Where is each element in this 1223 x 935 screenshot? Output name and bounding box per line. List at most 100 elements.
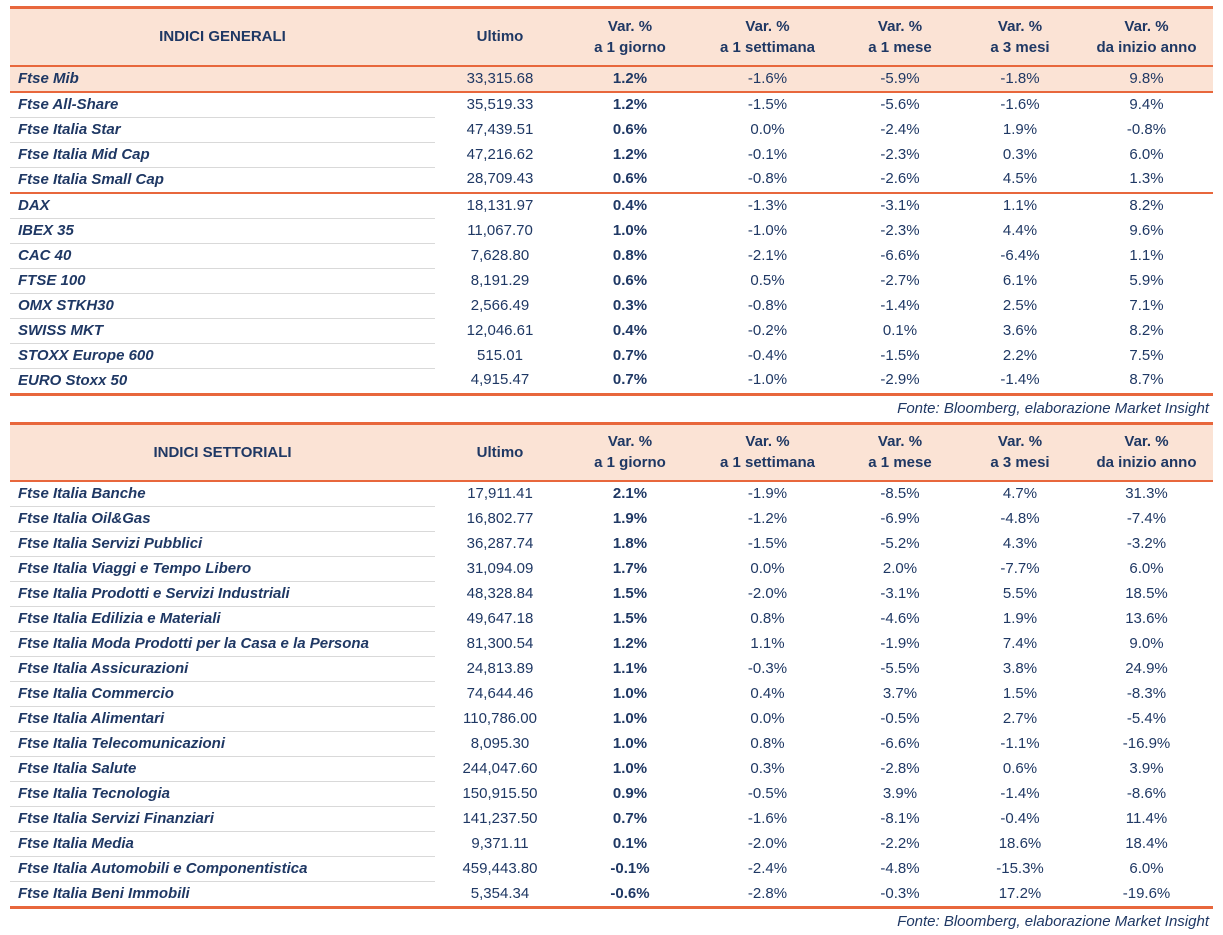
index-name-cell: Ftse Italia Salute	[10, 757, 435, 782]
var-1week-cell: -2.1%	[695, 243, 840, 268]
var-ytd-cell: 31.3%	[1080, 481, 1213, 507]
var-1day-cell: 0.1%	[565, 832, 695, 857]
index-name-cell: Ftse Italia Servizi Pubblici	[10, 532, 435, 557]
var-1day-cell: 1.2%	[565, 92, 695, 118]
index-name-cell: Ftse Italia Telecomunicazioni	[10, 732, 435, 757]
var-1day-cell: 1.1%	[565, 657, 695, 682]
var-1day-cell: 1.2%	[565, 142, 695, 167]
var-percent-label: Var. %	[840, 431, 960, 452]
var-1day-cell: 0.9%	[565, 782, 695, 807]
var-ytd-cell: 9.8%	[1080, 66, 1213, 92]
ultimo-cell: 244,047.60	[435, 757, 565, 782]
ultimo-cell: 11,067.70	[435, 218, 565, 243]
var-1week-cell: -0.3%	[695, 657, 840, 682]
period-label: a 1 mese	[840, 37, 960, 58]
var-3months-cell: 3.8%	[960, 657, 1080, 682]
var-percent-label: Var. %	[565, 16, 695, 37]
source-note: Fonte: Bloomberg, elaborazione Market In…	[10, 909, 1213, 935]
var-ytd-cell: 6.0%	[1080, 857, 1213, 882]
var-3months-cell: 1.9%	[960, 607, 1080, 632]
var-percent-label: Var. %	[695, 16, 840, 37]
index-name-cell: IBEX 35	[10, 218, 435, 243]
var-1day-cell: 0.8%	[565, 243, 695, 268]
var-percent-label: Var. %	[565, 431, 695, 452]
var-3months-cell: 3.6%	[960, 318, 1080, 343]
var-ytd-cell: -8.3%	[1080, 682, 1213, 707]
ultimo-cell: 515.01	[435, 343, 565, 368]
var-ytd-cell: 9.0%	[1080, 632, 1213, 657]
column-header-var-2: Var. %a 1 settimana	[695, 423, 840, 481]
var-1month-cell: -2.8%	[840, 757, 960, 782]
var-1month-cell: -5.6%	[840, 92, 960, 118]
ultimo-cell: 48,328.84	[435, 582, 565, 607]
var-1week-cell: 0.4%	[695, 682, 840, 707]
var-1week-cell: 0.0%	[695, 707, 840, 732]
ultimo-cell: 49,647.18	[435, 607, 565, 632]
var-3months-cell: 2.7%	[960, 707, 1080, 732]
var-ytd-cell: -7.4%	[1080, 507, 1213, 532]
var-1day-cell: 1.0%	[565, 218, 695, 243]
var-3months-cell: -1.4%	[960, 368, 1080, 394]
column-header-var-4: Var. %a 3 mesi	[960, 8, 1080, 66]
column-header-var-5: Var. %da inizio anno	[1080, 8, 1213, 66]
table-title: INDICI SETTORIALI	[10, 423, 435, 481]
var-1month-cell: -5.5%	[840, 657, 960, 682]
ultimo-cell: 47,216.62	[435, 142, 565, 167]
var-1month-cell: 3.9%	[840, 782, 960, 807]
var-3months-cell: -1.4%	[960, 782, 1080, 807]
index-name-cell: Ftse Italia Oil&Gas	[10, 507, 435, 532]
table-row: Ftse Italia Automobili e Componentistica…	[10, 857, 1213, 882]
var-1month-cell: -3.1%	[840, 193, 960, 219]
var-1week-cell: -1.6%	[695, 807, 840, 832]
period-label: a 1 mese	[840, 452, 960, 473]
ultimo-cell: 110,786.00	[435, 707, 565, 732]
var-1day-cell: 0.7%	[565, 368, 695, 394]
var-ytd-cell: 18.4%	[1080, 832, 1213, 857]
var-1week-cell: 1.1%	[695, 632, 840, 657]
index-name-cell: OMX STKH30	[10, 293, 435, 318]
var-ytd-cell: 1.3%	[1080, 167, 1213, 193]
ultimo-cell: 28,709.43	[435, 167, 565, 193]
var-1day-cell: 0.7%	[565, 343, 695, 368]
index-name-cell: Ftse Italia Small Cap	[10, 167, 435, 193]
ultimo-cell: 24,813.89	[435, 657, 565, 682]
var-1week-cell: -2.8%	[695, 882, 840, 908]
var-ytd-cell: 13.6%	[1080, 607, 1213, 632]
ultimo-cell: 150,915.50	[435, 782, 565, 807]
ultimo-cell: 459,443.80	[435, 857, 565, 882]
index-name-cell: Ftse Mib	[10, 66, 435, 92]
ultimo-cell: 18,131.97	[435, 193, 565, 219]
ultimo-cell: 9,371.11	[435, 832, 565, 857]
var-ytd-cell: 9.6%	[1080, 218, 1213, 243]
index-name-cell: EURO Stoxx 50	[10, 368, 435, 394]
var-percent-label: Var. %	[1080, 431, 1213, 452]
var-1month-cell: -5.2%	[840, 532, 960, 557]
ultimo-cell: 141,237.50	[435, 807, 565, 832]
var-3months-cell: 4.7%	[960, 481, 1080, 507]
var-percent-label: Var. %	[695, 431, 840, 452]
var-1month-cell: -2.9%	[840, 368, 960, 394]
var-3months-cell: 4.3%	[960, 532, 1080, 557]
ultimo-cell: 36,287.74	[435, 532, 565, 557]
index-name-cell: Ftse Italia Commercio	[10, 682, 435, 707]
var-1month-cell: 3.7%	[840, 682, 960, 707]
column-header-var-3: Var. %a 1 mese	[840, 8, 960, 66]
var-ytd-cell: 11.4%	[1080, 807, 1213, 832]
var-1month-cell: -8.5%	[840, 481, 960, 507]
index-name-cell: Ftse Italia Automobili e Componentistica	[10, 857, 435, 882]
var-3months-cell: 18.6%	[960, 832, 1080, 857]
